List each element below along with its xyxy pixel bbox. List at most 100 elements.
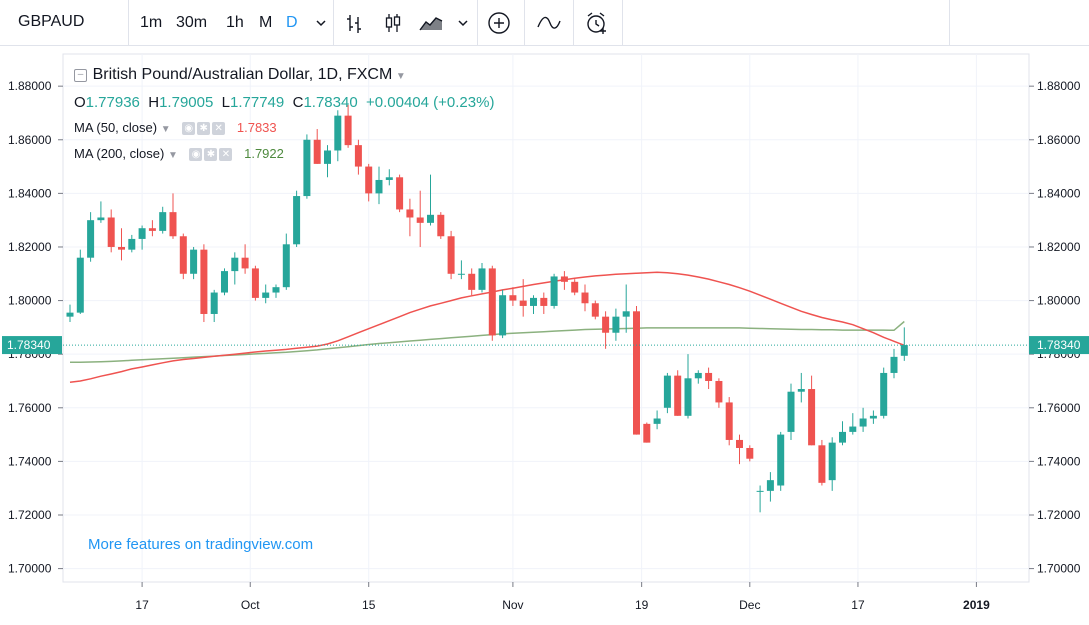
candle-body [282,244,290,288]
time-axis[interactable]: 17 Oct 15 Nov 19 Dec 17 2019 [135,582,990,612]
y-tick-label-left: 1.84000 [8,186,52,200]
low-label: L [221,94,231,111]
eye-icon[interactable]: ◉ [189,148,203,162]
candle [591,300,599,320]
change-value: +0.00404 (+0.23%) [366,94,495,111]
y-tick-label-right: 1.70000 [1037,562,1081,576]
candle-body [210,292,218,314]
interval-d[interactable]: D [286,14,298,31]
candle [663,372,671,414]
candle [118,228,125,261]
price-chart[interactable]: 1.88000 1.88000 1.86000 1.86000 1.84000 1.840… [0,46,1089,620]
candle [138,225,146,250]
chevron-down-icon[interactable] [308,11,334,35]
chevron-down-icon[interactable]: ▼ [160,124,171,135]
candle-body [138,228,146,239]
candle [334,110,342,162]
candle [797,372,805,403]
candle [859,407,867,432]
toolbar-divider [128,0,129,46]
bar-chart-icon[interactable] [342,11,368,35]
candle-body [560,276,568,282]
symbol-search[interactable]: GBPAUD [18,13,85,30]
candle-body [344,115,352,146]
gear-icon[interactable]: ✱ [204,148,218,162]
interval-30m[interactable]: 30m [176,14,208,31]
x-tick-label: Nov [502,598,523,612]
candle-body [900,345,908,356]
y-tick-label-left: 1.74000 [8,454,52,468]
high-value: 1.79005 [159,94,214,111]
y-tick-label-right: 1.72000 [1037,508,1081,522]
legend-ohlc-row: O1.77936 H1.79005 L1.77749 C1.78340 +0.0… [74,94,494,111]
candle [808,375,816,446]
candle-body [118,246,125,250]
toolbar-divider [949,0,950,46]
candle [622,284,630,333]
legend-ma200-row: MA (200, close) ▼ ◉ ✱ ✕ 1.7922 [74,146,284,162]
candle [190,246,198,280]
compare-icon[interactable] [536,11,562,35]
toolbar-divider [477,0,478,46]
candle [210,289,218,323]
y-tick-label-left: 1.72000 [8,508,52,522]
candle-body [581,292,589,304]
candle [653,410,661,430]
candle-body [76,257,84,313]
y-tick-label-left: 1.86000 [8,133,52,147]
candle-body [890,356,898,373]
chevron-down-icon[interactable]: ▼ [167,150,178,161]
price-axis[interactable]: 1.88000 1.88000 1.86000 1.86000 1.84000 1.840… [8,79,1081,575]
candle [509,287,517,306]
interval-m[interactable]: M [259,14,273,31]
candle [282,233,290,290]
candle [725,397,733,446]
close-icon[interactable]: ✕ [212,122,226,136]
candle [231,252,239,285]
alert-clock-icon[interactable] [584,11,610,35]
candle [344,104,352,148]
candle [900,327,908,361]
collapse-legend-icon[interactable]: – [74,69,87,83]
toolbar-divider [524,0,525,46]
candle [159,206,167,234]
candle-body [519,300,527,306]
ma50-label[interactable]: MA (50, close) [74,120,158,135]
chart-area[interactable]: 1.88000 1.88000 1.86000 1.86000 1.84000 1.840… [0,46,1089,620]
eye-icon[interactable]: ◉ [182,122,196,136]
candle-body [406,209,414,218]
candle [560,271,568,290]
ma200-label[interactable]: MA (200, close) [74,146,165,161]
candle [293,190,301,247]
candle [427,174,434,226]
tradingview-link[interactable]: More features on tradingview.com [88,536,314,553]
candle [890,348,898,379]
candlestick-icon[interactable] [380,11,406,35]
candle-body [334,115,342,151]
candle-body [313,139,321,164]
x-tick-label: Oct [241,598,260,612]
candle-body [746,447,754,459]
candle-body [272,287,280,293]
top-toolbar: GBPAUD 1m 30m 1h M D [0,0,1089,46]
chevron-down-icon[interactable] [450,11,476,35]
candle-body [612,316,620,333]
legend-title-row: – British Pound/Australian Dollar, 1D, F… [74,66,406,84]
interval-1h[interactable]: 1h [226,14,244,31]
area-chart-icon[interactable] [418,11,444,35]
candle-body [499,295,507,336]
interval-1m[interactable]: 1m [140,14,163,31]
candle [756,485,764,513]
candle [478,263,486,293]
add-indicator-icon[interactable] [486,11,512,35]
chevron-down-icon[interactable]: ▼ [395,71,406,82]
candle [324,145,331,178]
close-icon[interactable]: ✕ [219,148,233,162]
gear-icon[interactable]: ✱ [197,122,211,136]
candle [828,437,836,491]
candle-body [622,311,630,317]
candle [128,234,136,253]
candle-body [756,490,764,492]
legend-title: British Pound/Australian Dollar, 1D, FXC… [92,66,393,83]
candle [200,244,208,323]
